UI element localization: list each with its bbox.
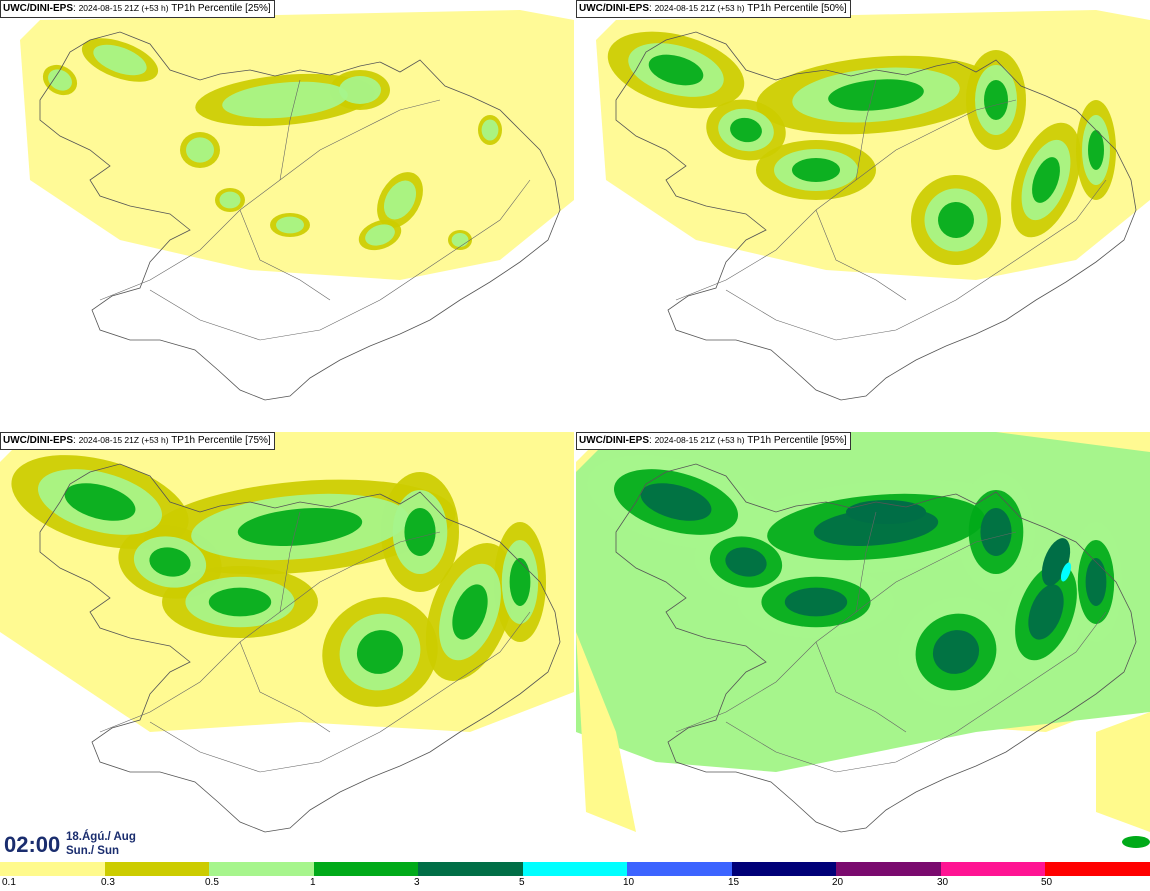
color-legend: 0.1 0.3 0.5 1 3 5 10 15 20 30 50 [0,862,1150,891]
legend-label: 10 [623,877,635,888]
panel-title: UWC/DINI-EPS: 2024-08-15 21Z (+53 h) TP1… [576,432,851,450]
legend-swatch [104,862,210,876]
legend-swatch [522,862,628,876]
legend-label: 5 [519,877,525,888]
precip-map [596,10,1150,401]
map-panel-50: UWC/DINI-EPS: 2024-08-15 21Z (+53 h) TP1… [576,0,1150,428]
panel-title: UWC/DINI-EPS: 2024-08-15 21Z (+53 h) TP1… [0,0,275,18]
map-panel-95: UWC/DINI-EPS: 2024-08-15 21Z (+53 h) TP1… [576,432,1150,860]
legend-swatch [1045,862,1150,876]
legend-label: 3 [414,877,420,888]
legend-swatch [731,862,837,876]
precip-map [576,432,1150,860]
legend-label: 0.1 [2,877,16,888]
legend-swatch [836,862,941,876]
legend-swatch [418,862,523,876]
panel-title: UWC/DINI-EPS: 2024-08-15 21Z (+53 h) TP1… [0,432,275,450]
legend-label: 15 [728,877,740,888]
legend-label: 50 [1041,877,1053,888]
panel-title: UWC/DINI-EPS: 2024-08-15 21Z (+53 h) TP1… [576,0,851,18]
map-panel-75: UWC/DINI-EPS: 2024-08-15 21Z (+53 h) TP1… [0,432,574,860]
legend-swatch [0,862,105,876]
legend-label: 30 [937,877,949,888]
map-panel-25: UWC/DINI-EPS: 2024-08-15 21Z (+53 h) TP1… [0,0,574,428]
legend-bar [0,862,1150,876]
legend-label: 1 [310,877,316,888]
valid-time-box: 02:00 18.Ágú./ Aug Sun./ Sun [0,826,140,862]
legend-swatch [940,862,1046,876]
valid-date: 18.Ágú./ Aug Sun./ Sun [66,831,136,857]
precip-map [20,10,574,401]
valid-time: 02:00 [4,832,61,857]
precip-map [0,432,574,860]
legend-label: 0.5 [205,877,219,888]
legend-swatch [627,862,732,876]
legend-label: 20 [832,877,844,888]
legend-label: 0.3 [101,877,115,888]
legend-swatch [313,862,419,876]
legend-swatch [209,862,314,876]
